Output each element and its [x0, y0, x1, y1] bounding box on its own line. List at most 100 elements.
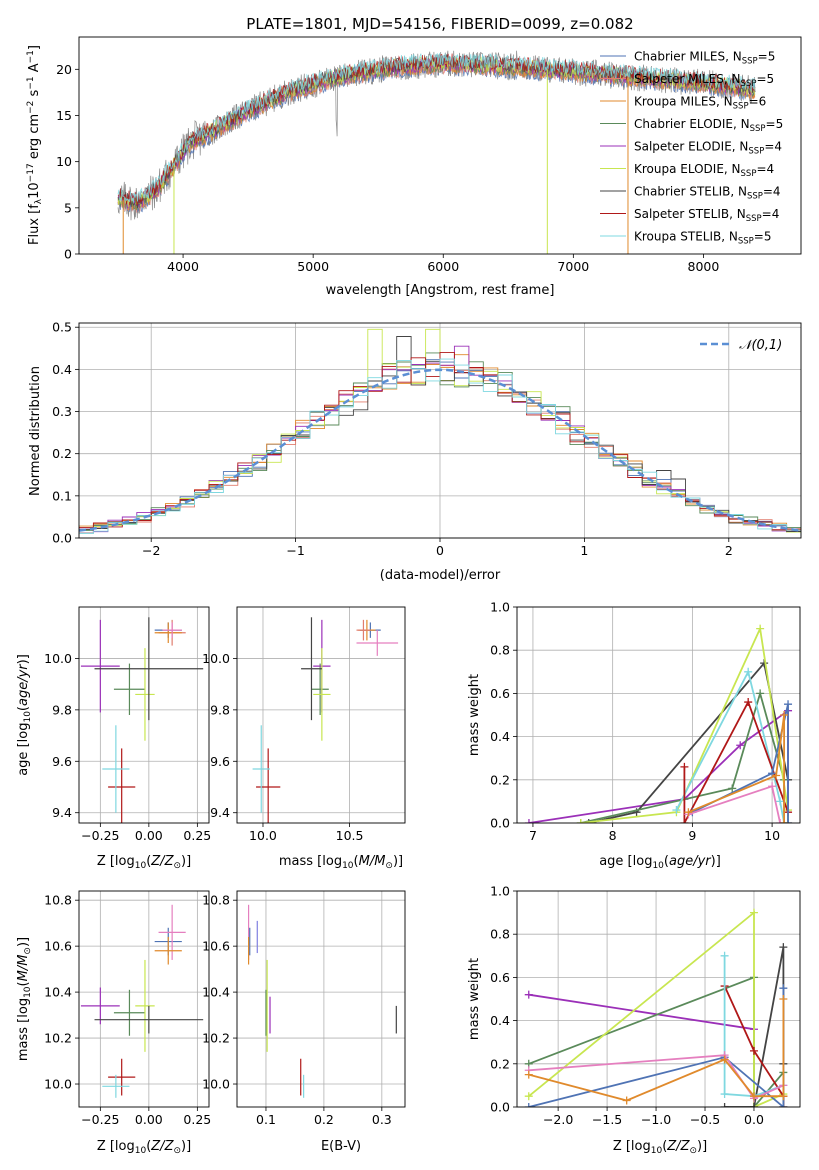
weight-marker	[776, 797, 785, 806]
legend-gaussian-label: 𝒩(0,1)	[739, 338, 782, 353]
x-tick-label: 0.00	[135, 1112, 163, 1127]
error-point	[252, 725, 270, 813]
weight-marker	[784, 700, 793, 709]
weight-marker	[756, 689, 765, 698]
x-tick-label: −0.25	[81, 1112, 119, 1127]
error-point	[80, 619, 120, 713]
legend-label-main: Salpeter STELIB, N	[634, 207, 746, 221]
legend-label: Salpeter ELODIE, NSSP=4	[634, 140, 782, 157]
weight-series-5	[723, 955, 784, 1098]
y-tick-label: 9.4	[210, 805, 230, 820]
legend-label-tail: =6	[749, 95, 767, 109]
axes-frame	[78, 606, 210, 824]
legend-label-main: Chabrier ELODIE, N	[634, 117, 750, 131]
y-tick-label: 10.6	[202, 939, 230, 954]
y-tick-label: 0.0	[490, 1100, 510, 1115]
ebv-mass-plot-area: 0.1 0.2 0.3 10.0 10.2 10.4 10.6 10.8	[202, 890, 406, 1127]
y-tick-label: 0.4	[490, 1013, 510, 1028]
error-point	[113, 663, 145, 715]
error-point	[313, 648, 331, 741]
legend-label-sub: SSP	[748, 147, 764, 157]
y-tick-label: 10.0	[44, 651, 72, 666]
y-tick-label: 0.2	[52, 446, 72, 461]
legend-label-tail: =5	[754, 230, 772, 244]
y-tick-label: 10.2	[44, 1031, 72, 1046]
weight-series-1	[588, 661, 789, 823]
legend-label: Salpeter MILES, NSSP=5	[634, 72, 774, 89]
y-tick-label: 9.8	[210, 702, 230, 717]
weight-marker	[524, 819, 533, 823]
error-point	[154, 936, 182, 965]
y-tick-label: 9.8	[52, 702, 72, 717]
y-tick-label: 9.6	[52, 754, 72, 769]
weight-marker	[779, 1092, 788, 1101]
spectrum-lines	[117, 50, 756, 254]
mass-age-plot-area: 10.0 10.5 9.4 9.6 9.8 10.0	[202, 606, 406, 843]
y-tick-label: 0.0	[490, 816, 510, 831]
x-tick-label: −2	[142, 543, 160, 558]
axes-frame	[236, 890, 406, 1108]
y-tick-label: 10.8	[202, 893, 230, 908]
axes-frame	[78, 36, 802, 255]
reference-gaussian	[79, 368, 801, 532]
legend-label-tail: =5	[756, 72, 774, 86]
histogram-y-axis-label: Normed distribution	[28, 366, 43, 496]
legend-label-main: Salpeter ELODIE, N	[634, 140, 748, 154]
error-point	[135, 959, 155, 1052]
weight-series-5	[683, 699, 789, 823]
weight-marker	[680, 762, 689, 771]
x-tick-label: 0.3	[372, 1112, 392, 1127]
error-point	[135, 648, 155, 741]
axes: −0.25 0.00 0.25 9.4 9.6 9.8 10.0	[44, 607, 211, 843]
error-point	[356, 619, 371, 641]
x-tick-label: 8000	[688, 259, 720, 274]
spectrum-legend: Chabrier MILES, NSSP=5 Salpeter MILES, NS…	[600, 50, 783, 247]
legend-label-sub: SSP	[746, 214, 762, 224]
weight-marker	[576, 819, 585, 823]
spectrum-plot-area: 4000 5000 6000 7000 8000 0 5 10 15 20	[56, 36, 802, 274]
z-mass-plot-area: −0.25 0.00 0.25 10.0 10.2 10.4 10.6 10.8	[44, 890, 211, 1127]
y-tick-label: 0.4	[490, 729, 510, 744]
x-tick-label: −1.0	[641, 1112, 671, 1127]
y-tick-label: 0.2	[490, 1056, 510, 1071]
x-tick-label: 10.5	[336, 828, 364, 843]
y-tick-label: 9.6	[210, 754, 230, 769]
x-tick-label: 2	[725, 543, 733, 558]
legend-label: Chabrier MILES, NSSP=5	[634, 50, 775, 67]
error-point	[108, 748, 136, 823]
y-tick-label: 10.4	[202, 985, 230, 1000]
histogram-plot-area: −2 −1 0 1 2 0.0 0.1 0.2 0.3 0.4 0.5	[52, 320, 802, 558]
error-point	[102, 1074, 130, 1098]
weight-marker	[720, 1090, 729, 1099]
legend-label-sub: SSP	[742, 57, 758, 67]
y-tick-label: 9.4	[52, 805, 72, 820]
y-tick-label: 0	[64, 247, 72, 262]
x-tick-label: 10.0	[249, 828, 277, 843]
y-tick-label: 15	[56, 108, 72, 123]
legend-label: Salpeter STELIB, NSSP=4	[634, 207, 779, 224]
x-tick-label: 6000	[427, 259, 459, 274]
mass-age-x-axis-label: mass [log10(M/M⊙)]	[279, 854, 403, 871]
legend-label: Kroupa ELODIE, NSSP=4	[634, 162, 774, 179]
error-point	[94, 617, 204, 721]
x-tick-label: 0.1	[256, 1112, 276, 1127]
x-tick-label: 4000	[167, 259, 199, 274]
histogram-legend: 𝒩(0,1)	[700, 338, 782, 353]
y-tick-label: 5	[64, 200, 72, 215]
axes-frame	[516, 606, 801, 824]
weight-marker	[622, 1096, 631, 1105]
y-tick-label: 0.8	[490, 927, 510, 942]
legend-label-tail: =4	[764, 140, 782, 154]
model-spectrum-8	[117, 53, 756, 203]
error-point	[102, 725, 130, 813]
y-tick-label: 10.0	[202, 1077, 230, 1092]
spectrum-panel: PLATE=1801, MJD=54156, FIBERID=0099, z=0…	[26, 15, 802, 298]
z-vs-age-panel: −0.25 0.00 0.25 9.4 9.6 9.8 10.0 Z [log10(Z/Z⊙…	[16, 606, 211, 871]
weight-marker	[524, 990, 533, 999]
weight-marker	[684, 808, 693, 817]
legend-label-tail: =4	[756, 162, 774, 176]
y-tick-label: 1.0	[490, 884, 510, 899]
error-point	[162, 622, 182, 638]
z-mass-x-axis-label: Z [log10(Z/Z⊙)]	[97, 1139, 191, 1156]
weight-marker	[779, 1103, 788, 1107]
